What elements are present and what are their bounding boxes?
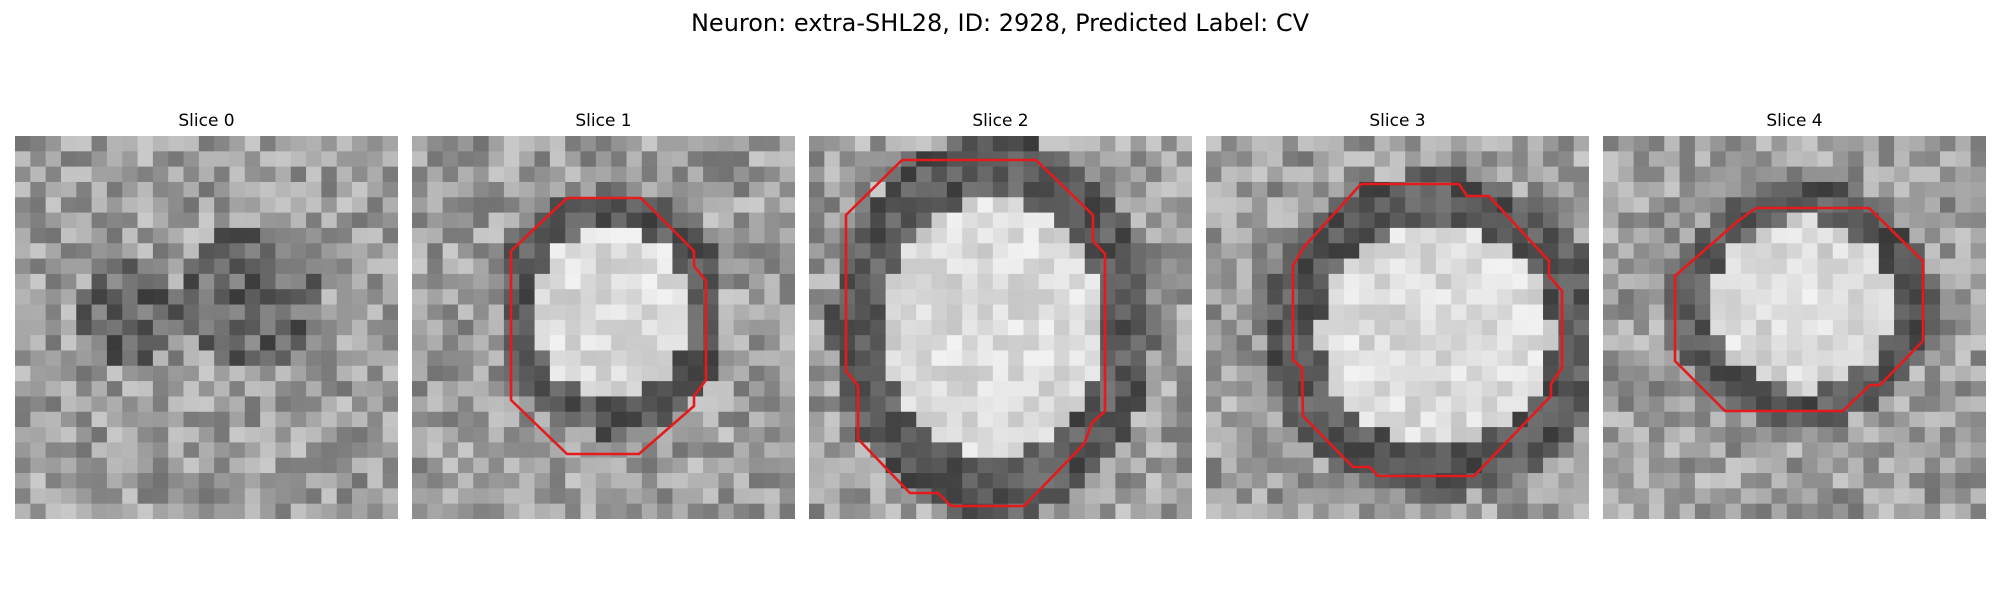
micrograph-pixels xyxy=(809,136,1192,519)
micrograph-pixels xyxy=(412,136,795,519)
slice-title: Slice 3 xyxy=(1369,111,1426,131)
slice-panel-4: Slice 4 xyxy=(1603,108,1986,519)
slice-title: Slice 4 xyxy=(1766,111,1823,131)
slice-panel-3: Slice 3 xyxy=(1206,108,1589,519)
contour-outline xyxy=(1673,206,1925,413)
slice-title: Slice 0 xyxy=(178,111,235,131)
micrograph-pixels xyxy=(1206,136,1589,519)
contour-outline xyxy=(509,196,708,456)
slice-title: Slice 1 xyxy=(575,111,632,131)
slice-panel-0: Slice 0 xyxy=(15,108,398,519)
slice-image-3 xyxy=(1206,136,1589,519)
slice-image-4 xyxy=(1603,136,1986,519)
slice-panel-2: Slice 2 xyxy=(809,108,1192,519)
figure-title: Neuron: extra-SHL28, ID: 2928, Predicted… xyxy=(690,9,1310,37)
slice-panel-1: Slice 1 xyxy=(412,108,795,519)
micrograph-pixels xyxy=(1603,136,1986,519)
slice-image-2 xyxy=(809,136,1192,519)
slice-image-0 xyxy=(15,136,398,519)
slice-title: Slice 2 xyxy=(972,111,1029,131)
contour-outline xyxy=(1291,182,1564,478)
contour-outline xyxy=(844,158,1107,508)
micrograph-pixels xyxy=(15,136,398,519)
slice-image-1 xyxy=(412,136,795,519)
